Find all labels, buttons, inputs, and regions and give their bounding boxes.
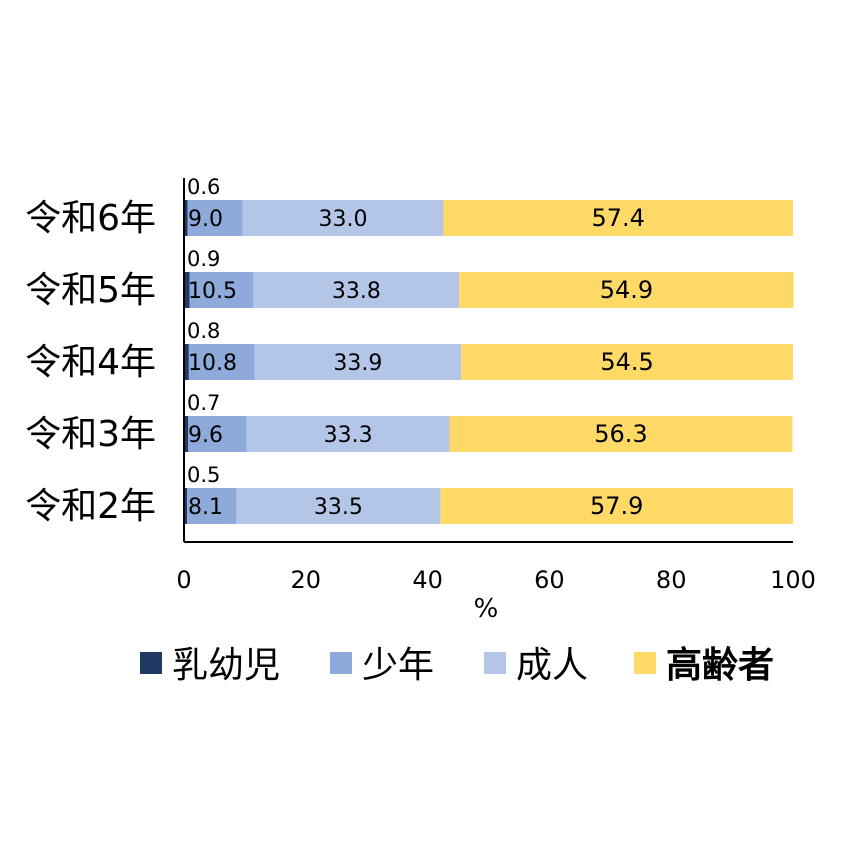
bar-segment [184,200,188,236]
bar-segment [461,344,793,380]
data-label: 9.0 [188,207,223,232]
x-tick-label: 60 [534,566,565,594]
bar-segment [184,488,188,524]
data-label: 33.9 [333,351,382,376]
bar-segment [449,416,793,452]
category-label: 令和6年 [25,198,156,239]
data-label: 8.1 [188,495,223,520]
data-label: 0.5 [187,463,220,487]
data-label: 0.9 [187,247,220,271]
bar-segment [242,200,444,236]
bar-segment [184,272,190,308]
data-label: 9.6 [188,423,223,448]
legend-swatch [140,652,162,674]
data-label: 0.8 [187,319,220,343]
data-label: 0.7 [187,391,220,415]
bar-segment [187,488,237,524]
data-label: 54.9 [600,276,653,304]
x-tick-label: 100 [770,566,816,594]
data-label: 0.6 [187,175,220,199]
x-tick-label: 40 [412,566,443,594]
ticks-layer: 0 20 40 60 80 100 [176,566,816,594]
bar-segment [440,488,793,524]
bar-segment [189,272,254,308]
legend-label: 成人 [516,645,588,686]
bar-segment [254,344,462,380]
data-label: 10.8 [188,351,237,376]
data-label: 33.8 [332,279,381,304]
bar-segment [236,488,441,524]
bar-segment [188,416,247,452]
legend-swatch [484,652,506,674]
legend-label: 高齢者 [666,645,774,686]
legend-label: 乳幼児 [172,645,280,686]
bar-segment [188,344,255,380]
data-label: 54.5 [600,348,653,376]
data-label: 56.3 [594,420,647,448]
bar-segment [187,200,243,236]
category-label: 令和5年 [25,270,156,311]
bars-layer: 0.6 9.0 33.0 57.4 0.9 10.5 33.8 54.9 0.8 10.8 33.9… [184,175,794,524]
data-label: 33.5 [314,495,363,520]
axis-layer [183,178,793,543]
data-label: 57.4 [591,204,644,232]
legend-swatch [330,652,352,674]
data-label: 33.0 [318,207,367,232]
bar-segment [459,272,794,308]
data-label: 33.3 [324,423,373,448]
x-tick-label: 20 [291,566,322,594]
data-label: 57.9 [590,492,643,520]
category-label: 令和2年 [25,486,156,527]
bar-segment [253,272,460,308]
x-axis-label: % [474,594,499,624]
bar-segment [184,416,189,452]
legend-label: 少年 [362,645,434,686]
category-label: 令和3年 [25,414,156,455]
category-label: 令和4年 [25,342,156,383]
x-tick-label: 0 [176,566,191,594]
bar-segment [184,344,189,380]
legend-swatch [634,652,656,674]
legend: 乳幼児 少年 成人 高齢者 [140,645,774,686]
bar-segment [443,200,793,236]
data-label: 10.5 [188,279,237,304]
bar-segment [246,416,450,452]
x-tick-label: 80 [656,566,687,594]
